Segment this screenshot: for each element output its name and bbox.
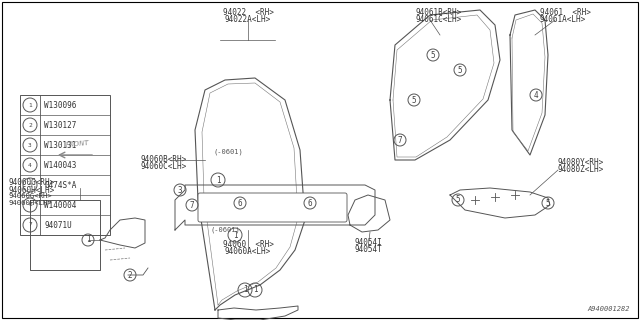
Text: 1: 1 xyxy=(216,175,220,185)
Text: 1: 1 xyxy=(86,236,90,244)
Text: 94054T: 94054T xyxy=(354,245,382,254)
Text: 94022  <RH>: 94022 <RH> xyxy=(223,8,273,17)
Text: W130096: W130096 xyxy=(44,100,76,109)
Text: 2: 2 xyxy=(128,270,132,279)
Text: 94080Y<RH>: 94080Y<RH> xyxy=(558,158,604,167)
Text: 94060  <RH>: 94060 <RH> xyxy=(223,240,273,249)
Text: 94060H<LH>: 94060H<LH> xyxy=(8,200,52,206)
Text: 94054I: 94054I xyxy=(354,238,382,247)
Text: 7: 7 xyxy=(397,135,403,145)
Text: (-0601): (-0601) xyxy=(213,148,243,155)
Text: W130131: W130131 xyxy=(44,140,76,149)
Text: 94061C<LH>: 94061C<LH> xyxy=(415,15,461,24)
Text: 94061B<RH>: 94061B<RH> xyxy=(415,8,461,17)
Text: A940001282: A940001282 xyxy=(588,306,630,312)
Text: 6: 6 xyxy=(237,198,243,207)
Text: 94060A<LH>: 94060A<LH> xyxy=(225,247,271,256)
Text: 94080Z<LH>: 94080Z<LH> xyxy=(558,165,604,174)
Text: 5: 5 xyxy=(456,196,460,204)
Text: W130127: W130127 xyxy=(44,121,76,130)
Text: W140043: W140043 xyxy=(44,161,76,170)
Text: 1: 1 xyxy=(233,230,237,239)
Text: W140004: W140004 xyxy=(44,201,76,210)
Text: FRONT: FRONT xyxy=(65,140,90,148)
Text: 94060G<RH>: 94060G<RH> xyxy=(8,178,54,187)
Text: 7: 7 xyxy=(28,222,32,228)
Text: 94060B<RH>: 94060B<RH> xyxy=(140,155,186,164)
Bar xyxy=(20,95,110,235)
Text: 94060C<LH>: 94060C<LH> xyxy=(140,162,186,171)
Text: 4: 4 xyxy=(534,91,538,100)
FancyBboxPatch shape xyxy=(198,193,347,222)
Text: 2: 2 xyxy=(28,123,32,127)
Text: (-0601): (-0601) xyxy=(210,227,240,233)
Text: 6: 6 xyxy=(308,198,312,207)
Text: 94061  <RH>: 94061 <RH> xyxy=(540,8,591,17)
Text: 3: 3 xyxy=(178,186,182,195)
Text: 7: 7 xyxy=(189,201,195,210)
Text: 6: 6 xyxy=(28,203,32,207)
Text: 5: 5 xyxy=(412,95,416,105)
Text: 5: 5 xyxy=(28,182,32,188)
Text: 94071U: 94071U xyxy=(44,220,72,229)
Text: 94022A<LH>: 94022A<LH> xyxy=(225,15,271,24)
Text: 1: 1 xyxy=(253,285,257,294)
Text: 3: 3 xyxy=(28,142,32,148)
Text: 94061A<LH>: 94061A<LH> xyxy=(540,15,586,24)
Text: 1: 1 xyxy=(243,285,247,294)
Text: 94060G<RH>: 94060G<RH> xyxy=(8,193,52,199)
Text: 5: 5 xyxy=(431,51,435,60)
Text: 5: 5 xyxy=(458,66,462,75)
Text: 4: 4 xyxy=(28,163,32,167)
Text: 94060H<LH>: 94060H<LH> xyxy=(8,186,54,195)
Text: 0474S*A: 0474S*A xyxy=(44,180,76,189)
Text: 1: 1 xyxy=(28,102,32,108)
Text: 5: 5 xyxy=(546,198,550,207)
